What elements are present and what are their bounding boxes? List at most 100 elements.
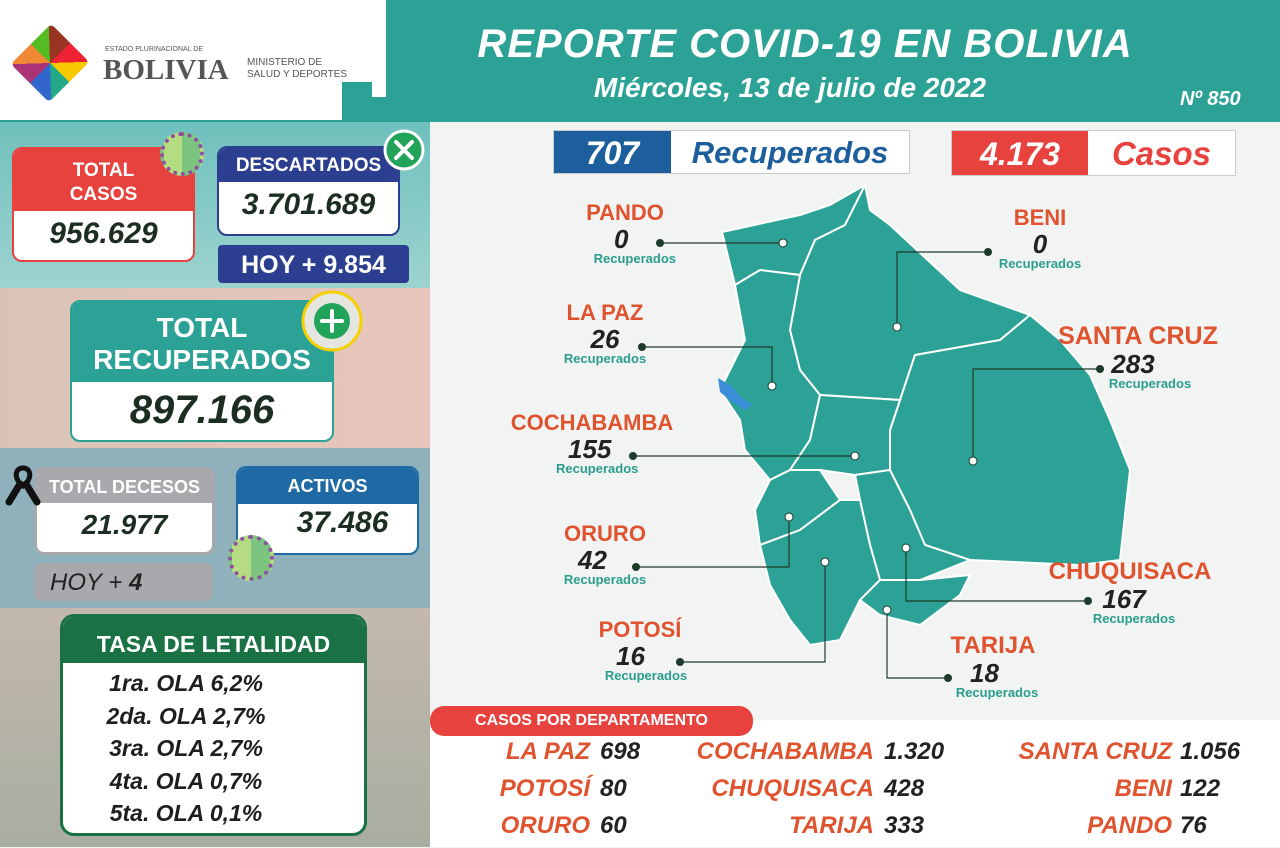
header-step (357, 97, 386, 122)
daily-recuperados-label: Recuperados (691, 135, 889, 170)
total-decesos-card: TOTAL DECESOS 21.977 (34, 467, 215, 555)
ministry-line2: SALUD Y DEPORTES (247, 69, 348, 80)
lake-titicaca (718, 378, 752, 410)
letalidad-row: 5ta. OLA 0,1% (109, 800, 263, 826)
total-recuperados-card: TOTAL RECUPERADOS 897.166 (70, 300, 334, 442)
department-value: 167 (1102, 584, 1146, 614)
descartados-hoy: HOY + 9.854 (218, 245, 409, 283)
recuperados-sublabel: Recuperados (563, 572, 647, 587)
department-name: PANDO (1087, 812, 1172, 839)
daily-casos-value: 4.173 (952, 131, 1088, 175)
report-title: REPORTE COVID-19 EN BOLIVIA (477, 22, 1133, 66)
daily-casos-badge: 4.173 Casos (951, 130, 1236, 176)
department-value: 76 (1180, 812, 1207, 839)
ministry-line1: MINISTERIO DE (247, 57, 323, 68)
map-anchor-dots (767, 238, 978, 615)
department-name: SANTA CRUZ (1018, 738, 1172, 765)
recuperados-sublabel: Recuperados (593, 251, 676, 266)
daily-recuperados-value: 707 (554, 131, 671, 173)
department-name: CHUQUISACA (1048, 558, 1212, 585)
report-number: Nº 850 (1180, 88, 1241, 110)
recuperados-sublabel: Recuperados (1108, 376, 1192, 391)
total-casos-value: 956.629 (49, 217, 158, 250)
department-name: TARIJA (789, 812, 874, 839)
leader-dots (629, 239, 1104, 682)
department-name: TARIJA (950, 632, 1036, 659)
department-value: 16 (616, 641, 645, 671)
recuperados-sublabel: Recuperados (955, 685, 1039, 700)
virus-icon (228, 535, 274, 581)
activos-label: ACTIVOS (238, 468, 417, 504)
recuperados-sublabel: Recuperados (998, 256, 1082, 271)
dept-label-la-paz: LA PAZ 26 Recuperados (550, 300, 660, 366)
virus-icon (160, 132, 204, 176)
descartados-value: 3.701.689 (241, 188, 376, 221)
recuperados-label1: TOTAL (156, 312, 248, 343)
letalidad-row: 4ta. OLA 0,7% (109, 767, 263, 794)
table-row: LA PAZ 698 COCHABAMBA 1.320 SANTA CRUZ 1.05… (430, 738, 1280, 848)
dept-label-pando: PANDO 0 Recuperados (560, 200, 690, 266)
decesos-hoy-label: HOY + (50, 569, 123, 596)
descartados-card: DESCARTADOS 3.701.689 (217, 146, 400, 236)
letalidad-title: TASA DE LETALIDAD (63, 617, 364, 663)
logo-small-text: ESTADO PLURINACIONAL DE (105, 46, 204, 53)
daily-recuperados-badge: 707 Recuperados (553, 130, 910, 174)
daily-casos-label: Casos (1111, 135, 1212, 172)
dept-label-santa-cruz: SANTA CRUZ 283 Recuperados (1058, 322, 1218, 391)
letalidad-row: 2da. OLA 2,7% (106, 702, 266, 729)
department-value: 122 (1180, 775, 1221, 802)
department-name: BENI (1114, 775, 1172, 802)
letalidad-row: 3ra. OLA 2,7% (109, 735, 263, 761)
map-tarija (858, 573, 972, 627)
dept-label-tarija: TARIJA 18 Recuperados (938, 632, 1048, 700)
descartados-label: DESCARTADOS (219, 148, 398, 182)
department-value: 80 (600, 775, 627, 802)
decesos-hoy-value: 4 (128, 569, 143, 596)
recuperados-label2: RECUPERADOS (93, 344, 311, 375)
department-name: ORURO (500, 812, 590, 839)
leader-lines (633, 242, 1100, 679)
department-value: 333 (884, 812, 925, 839)
dept-label-oruro: ORURO 42 Recuperados (550, 521, 660, 587)
recuperados-value: 897.166 (129, 388, 275, 432)
department-name: POTOSÍ (499, 775, 590, 802)
department-name: COCHABAMBA (510, 410, 674, 435)
department-name: SANTA CRUZ (1058, 322, 1218, 350)
recuperados-sublabel: Recuperados (563, 351, 647, 366)
report-date: Miércoles, 13 de julio de 2022 (593, 72, 987, 103)
department-value: 1.056 (1180, 738, 1241, 765)
letalidad-card: TASA DE LETALIDAD 1ra. OLA 6,2% 2da. OLA… (60, 614, 367, 836)
dept-label-beni: BENI 0 Recuperados (985, 205, 1095, 271)
department-name: COCHABAMBA (696, 738, 874, 765)
decesos-value: 21.977 (81, 509, 168, 540)
decesos-hoy: HOY + 4 (34, 563, 212, 601)
department-value: 283 (1111, 349, 1155, 379)
department-name: LA PAZ (566, 300, 644, 325)
mourning-ribbon-icon (5, 465, 41, 506)
logo-area: ESTADO PLURINACIONAL DE BOLIVIA MINISTER… (0, 0, 386, 120)
dept-label-cochabamba: COCHABAMBA 155 Recuperados (502, 410, 682, 476)
dept-label-potosi: POTOSÍ 16 Recuperados (580, 617, 700, 683)
department-name: ORURO (564, 521, 646, 546)
total-casos-label1: TOTAL (72, 160, 135, 181)
total-casos-label2: CASOS (69, 184, 138, 205)
department-name: LA PAZ (506, 738, 590, 765)
dept-label-chuquisaca: CHUQUISACA 167 Recuperados (1040, 558, 1220, 626)
department-value: 18 (970, 658, 999, 688)
department-name: PANDO (586, 200, 664, 225)
department-value: 42 (578, 545, 607, 575)
casos-departamento-panel (430, 720, 1280, 847)
department-name: POTOSÍ (598, 617, 682, 642)
casos-departamento-title: CASOS POR DEPARTAMENTO (430, 706, 753, 736)
recuperados-sublabel: Recuperados (1092, 611, 1176, 626)
activos-value: 37.486 (296, 506, 389, 539)
department-value: 26 (590, 324, 620, 354)
department-value: 698 (600, 738, 641, 765)
close-x-icon (383, 129, 425, 171)
department-value: 428 (884, 775, 925, 802)
department-value: 0 (614, 224, 629, 254)
recuperados-sublabel: Recuperados (556, 461, 639, 476)
letalidad-row: 1ra. OLA 6,2% (109, 670, 263, 696)
department-name: BENI (1013, 205, 1067, 230)
